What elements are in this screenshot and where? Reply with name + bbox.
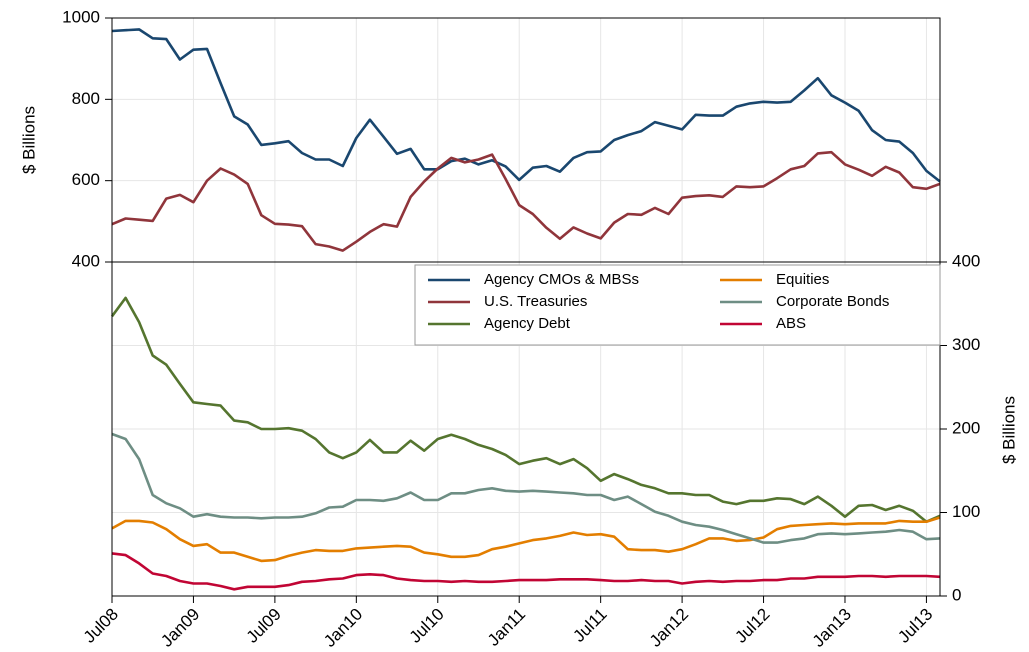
x-tick-label: Jul09 [243,605,285,647]
x-tick-label: Jul11 [569,605,610,646]
x-tick-label: Jan13 [809,605,855,651]
line-series [111,432,941,544]
y-tick-label: 400 [72,251,100,270]
x-tick-label: Jul12 [731,605,773,647]
y2-axis-title: $ Billions [999,396,1018,464]
y-tick-label: 600 [72,170,100,189]
x-tick-label: Jan09 [157,605,203,651]
legend-box [414,264,941,346]
line-series [110,296,941,523]
y2-tick-label: 200 [952,418,980,437]
x-tick-label: Jul10 [406,605,448,647]
x-tick-label: Jan11 [484,605,529,650]
x-tick-label: Jan10 [320,605,366,651]
y-tick-label: 800 [72,89,100,108]
legend-label: Corporate Bonds [776,293,889,310]
y2-tick-label: 100 [952,502,980,521]
x-tick-label: Jan12 [646,605,692,651]
legend-label: Equities [776,271,829,288]
line-series [111,150,941,252]
y-tick-label: 1000 [62,7,100,26]
legend-label: Agency CMOs & MBSs [484,271,639,288]
legend-label: U.S. Treasuries [484,293,587,310]
y-axis-title: $ Billions [19,106,38,174]
legend-label: ABS [776,315,806,332]
y2-tick-label: 400 [952,251,980,270]
line-series [111,28,941,183]
y2-tick-label: 300 [952,335,980,354]
line-series [111,516,941,563]
x-tick-label: Jul08 [80,605,122,647]
legend: Agency CMOs & MBSs U.S. Treasuries Agency … [414,264,941,346]
y2-tick-label: 0 [952,585,961,604]
line-series [111,552,941,591]
legend-label: Agency Debt [484,315,571,332]
x-tick-label: Jul13 [894,605,936,647]
